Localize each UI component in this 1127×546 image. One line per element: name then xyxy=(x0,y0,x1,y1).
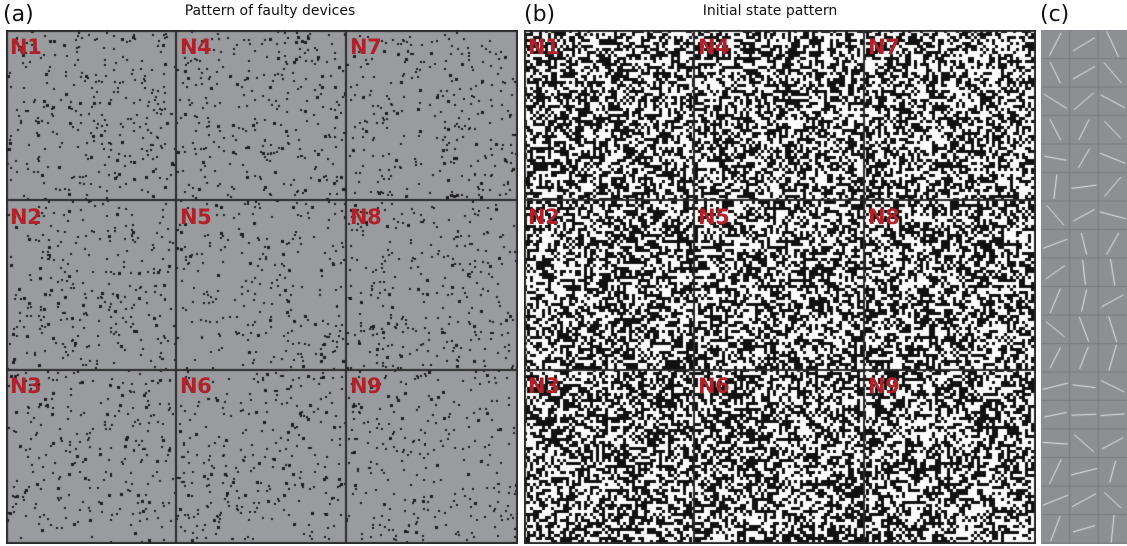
panel-a-letter: (a) xyxy=(3,2,34,27)
panel-b-letter: (b) xyxy=(524,2,556,27)
panel-a-title: Pattern of faulty devices xyxy=(184,3,356,19)
orientation-mosaic xyxy=(1041,30,1127,544)
initial-state-grid: N1 N4 N7 N2 N5 N8 N3 N6 N9 xyxy=(524,30,1036,544)
orientation-mosaic-canvas xyxy=(1041,30,1127,544)
panel-c-letter: (c) xyxy=(1040,2,1070,27)
initial-state-canvas xyxy=(524,30,1036,544)
faulty-devices-grid: N1 N4 N7 N2 N5 N8 N3 N6 N9 xyxy=(6,30,518,544)
panel-b-title: Initial state pattern xyxy=(702,3,838,19)
faulty-devices-canvas xyxy=(6,30,518,544)
